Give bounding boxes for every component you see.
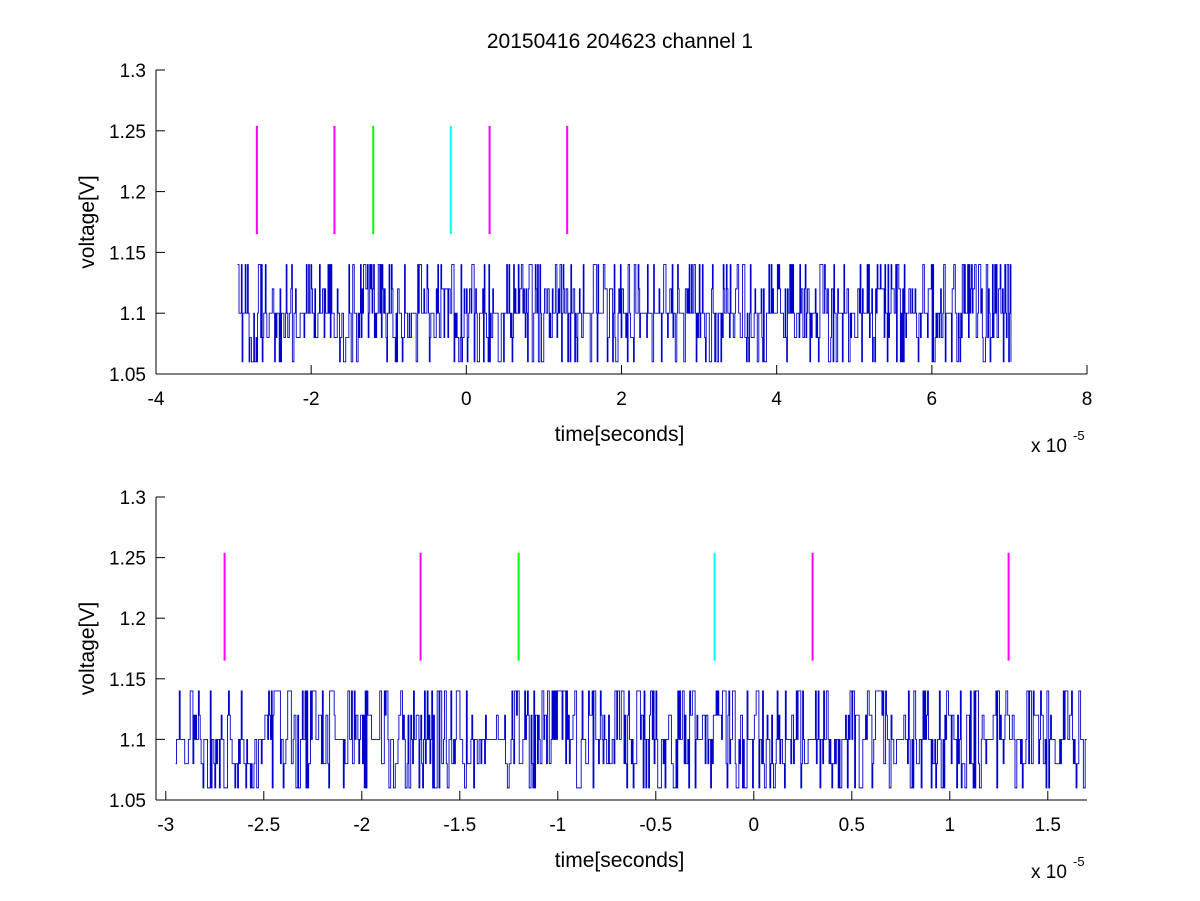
signal-trace: [237, 264, 1012, 363]
x-tick-label: 0: [749, 815, 760, 836]
y-tick-label: 1.25: [109, 122, 146, 143]
x-exponent-label: x 10: [1031, 436, 1067, 457]
top-panel: -4 -2 0 2 4 6 8 1.05 1.1 1.15 1.2 1.25 1.3 time[secon…: [76, 61, 1092, 457]
x-exponent-power: -5: [1073, 854, 1085, 869]
x-tick-label: -2: [303, 389, 320, 410]
y-tick-label: 1.05: [109, 365, 146, 386]
y-tick-label: 1.3: [120, 488, 146, 509]
x-axis-label: time[seconds]: [555, 849, 685, 872]
x-tick-label: 4: [771, 389, 782, 410]
y-axis-label: voltage[V]: [76, 602, 99, 695]
y-tick-label: 1.3: [120, 61, 146, 82]
y-tick-label: 1.1: [120, 730, 146, 751]
x-tick-label: 0.5: [839, 815, 865, 836]
x-tick-label: 1.5: [1035, 815, 1061, 836]
y-tick-label: 1.2: [120, 183, 146, 204]
x-tick-label: 8: [1082, 389, 1093, 410]
y-tick-label: 1.25: [109, 549, 146, 570]
signal-trace: [175, 690, 1087, 789]
x-exponent-label: x 10: [1031, 862, 1067, 883]
x-tick-label: 1: [945, 815, 956, 836]
y-tick-label: 1.15: [109, 670, 146, 691]
x-tick-label: 6: [927, 389, 938, 410]
x-tick-label: -0.5: [639, 815, 672, 836]
x-tick-label: 2: [616, 389, 627, 410]
y-tick-label: 1.2: [120, 609, 146, 630]
y-tick-label: 1.1: [120, 304, 146, 325]
y-axis-label: voltage[V]: [76, 175, 99, 268]
x-tick-label: -3: [157, 815, 174, 836]
x-axis-label: time[seconds]: [555, 423, 685, 446]
x-exponent-power: -5: [1073, 428, 1085, 443]
x-tick-label: -4: [148, 389, 165, 410]
x-tick-label: -2: [353, 815, 370, 836]
x-tick-label: -1: [549, 815, 566, 836]
bottom-panel: -3 -2.5 -2 -1.5 -1 -0.5 0 0.5 1 1.5 1.05 1.1 1.15 1.2…: [76, 488, 1087, 883]
x-tick-label: -2.5: [247, 815, 280, 836]
y-tick-label: 1.05: [109, 791, 146, 812]
y-tick-label: 1.15: [109, 243, 146, 264]
chart-title: 20150416 204623 channel 1: [487, 30, 753, 53]
x-tick-label: -1.5: [443, 815, 476, 836]
x-tick-label: 0: [461, 389, 472, 410]
